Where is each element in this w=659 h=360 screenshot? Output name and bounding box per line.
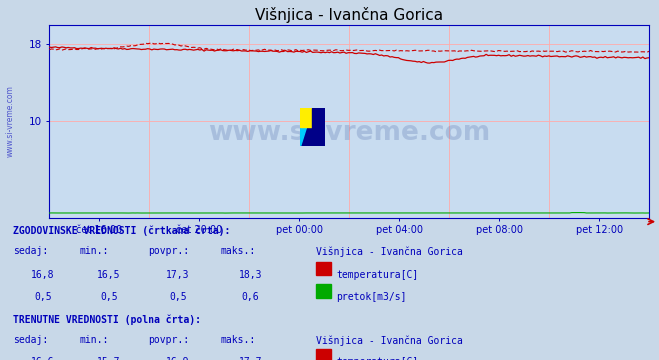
Polygon shape — [300, 108, 312, 146]
Title: Višnjica - Ivančna Gorica: Višnjica - Ivančna Gorica — [255, 6, 444, 23]
Text: sedaj:: sedaj: — [13, 335, 48, 345]
Text: min.:: min.: — [79, 246, 109, 256]
Text: ZGODOVINSKE VREDNOSTI (črtkana črta):: ZGODOVINSKE VREDNOSTI (črtkana črta): — [13, 226, 231, 236]
Text: povpr.:: povpr.: — [148, 335, 189, 345]
Bar — [300, 108, 312, 146]
Text: 0,6: 0,6 — [242, 292, 259, 302]
Text: povpr.:: povpr.: — [148, 246, 189, 256]
Text: maks.:: maks.: — [221, 335, 256, 345]
Text: maks.:: maks.: — [221, 246, 256, 256]
Bar — [300, 108, 312, 127]
Text: min.:: min.: — [79, 335, 109, 345]
Text: pretok[m3/s]: pretok[m3/s] — [336, 292, 407, 302]
Text: 0,5: 0,5 — [34, 292, 51, 302]
Text: 0,5: 0,5 — [100, 292, 117, 302]
Polygon shape — [300, 108, 312, 146]
Bar — [316, 262, 331, 275]
Text: www.si-vreme.com: www.si-vreme.com — [6, 86, 15, 157]
Text: TRENUTNE VREDNOSTI (polna črta):: TRENUTNE VREDNOSTI (polna črta): — [13, 314, 201, 325]
Text: 16,8: 16,8 — [31, 270, 55, 280]
Text: 18,3: 18,3 — [239, 270, 262, 280]
Bar — [312, 108, 325, 146]
Text: 16,6: 16,6 — [31, 357, 55, 360]
Text: 16,9: 16,9 — [166, 357, 190, 360]
Bar — [300, 108, 312, 127]
Text: Višnjica - Ivančna Gorica: Višnjica - Ivančna Gorica — [316, 335, 463, 346]
Text: 15,7: 15,7 — [97, 357, 121, 360]
Text: 17,3: 17,3 — [166, 270, 190, 280]
Text: temperatura[C]: temperatura[C] — [336, 270, 418, 280]
Text: temperatura[C]: temperatura[C] — [336, 357, 418, 360]
Bar — [316, 349, 331, 360]
Text: sedaj:: sedaj: — [13, 246, 48, 256]
Text: www.si-vreme.com: www.si-vreme.com — [208, 120, 490, 146]
Text: 17,7: 17,7 — [239, 357, 262, 360]
Text: Višnjica - Ivančna Gorica: Višnjica - Ivančna Gorica — [316, 246, 463, 257]
Text: 0,5: 0,5 — [169, 292, 186, 302]
Bar — [316, 284, 331, 298]
Text: 16,5: 16,5 — [97, 270, 121, 280]
Bar — [312, 108, 325, 146]
